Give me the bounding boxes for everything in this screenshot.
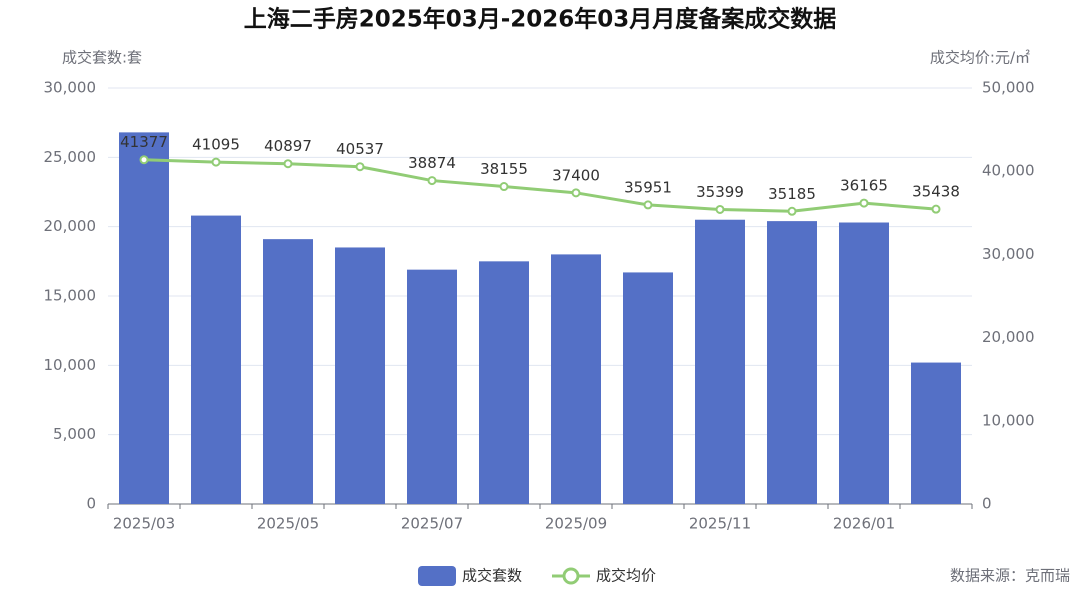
line-point — [427, 176, 437, 186]
line-point — [859, 198, 869, 208]
data-label: 38874 — [408, 154, 456, 172]
y-axis-title: 成交套数:套 — [62, 49, 142, 67]
line-point — [355, 162, 365, 172]
bar — [263, 239, 313, 504]
y2-tick-label: 30,000 — [982, 245, 1035, 263]
data-label: 35951 — [624, 178, 672, 196]
data-label: 35399 — [696, 183, 744, 201]
y-tick-label: 0 — [86, 495, 96, 513]
line-point — [643, 200, 653, 210]
y2-tick-label: 20,000 — [982, 328, 1035, 346]
x-tick-label: 2025/09 — [545, 515, 607, 533]
y2-axis-title: 成交均价:元/㎡ — [930, 49, 1030, 67]
bar — [695, 219, 745, 504]
x-tick-label: 2025/07 — [401, 515, 463, 533]
x-tick-label: 2025/11 — [689, 515, 751, 533]
source-note: 数据来源：克而瑞 — [950, 567, 1070, 585]
chart-title: 上海二手房2025年03月-2026年03月月度备案成交数据 — [244, 6, 837, 33]
bar — [407, 269, 457, 504]
line-point — [499, 182, 509, 192]
line-point — [211, 157, 221, 167]
y2-tick-label: 50,000 — [982, 79, 1035, 97]
data-label: 41095 — [192, 136, 240, 154]
y-tick-label: 30,000 — [44, 79, 97, 97]
line-point — [571, 188, 581, 198]
y-tick-label: 25,000 — [44, 148, 97, 166]
x-tick-label: 2026/01 — [833, 515, 895, 533]
line-point — [139, 155, 149, 165]
y2-tick-label: 40,000 — [982, 162, 1035, 180]
y-tick-label: 5,000 — [53, 425, 96, 443]
data-label: 35438 — [912, 183, 960, 201]
bar — [767, 221, 817, 504]
y-tick-label: 10,000 — [44, 356, 97, 374]
y2-tick-label: 0 — [982, 495, 992, 513]
line-point — [283, 159, 293, 169]
bar — [479, 261, 529, 504]
data-label: 40537 — [336, 140, 384, 158]
bar — [911, 362, 961, 504]
data-label: 41377 — [120, 133, 168, 151]
bar — [191, 215, 241, 504]
y-tick-label: 15,000 — [44, 287, 97, 305]
bar — [623, 272, 673, 504]
data-label: 38155 — [480, 160, 528, 178]
bar — [335, 247, 385, 504]
y2-tick-label: 10,000 — [982, 411, 1035, 429]
y-tick-label: 20,000 — [44, 217, 97, 235]
data-label: 36165 — [840, 177, 888, 195]
bar — [551, 254, 601, 504]
line-point — [931, 204, 941, 214]
x-tick-label: 2025/05 — [257, 515, 319, 533]
legend-label: 成交均价 — [596, 567, 656, 585]
bar — [839, 222, 889, 505]
line-point — [787, 206, 797, 216]
bar — [119, 132, 169, 504]
line-point — [715, 204, 725, 214]
legend-swatch — [562, 567, 580, 585]
legend-label: 成交套数 — [462, 567, 522, 585]
legend-swatch — [418, 566, 456, 586]
data-label: 35185 — [768, 185, 816, 203]
data-label: 37400 — [552, 166, 600, 184]
line — [143, 158, 937, 213]
x-tick-label: 2025/03 — [113, 515, 175, 533]
data-label: 40897 — [264, 137, 312, 155]
